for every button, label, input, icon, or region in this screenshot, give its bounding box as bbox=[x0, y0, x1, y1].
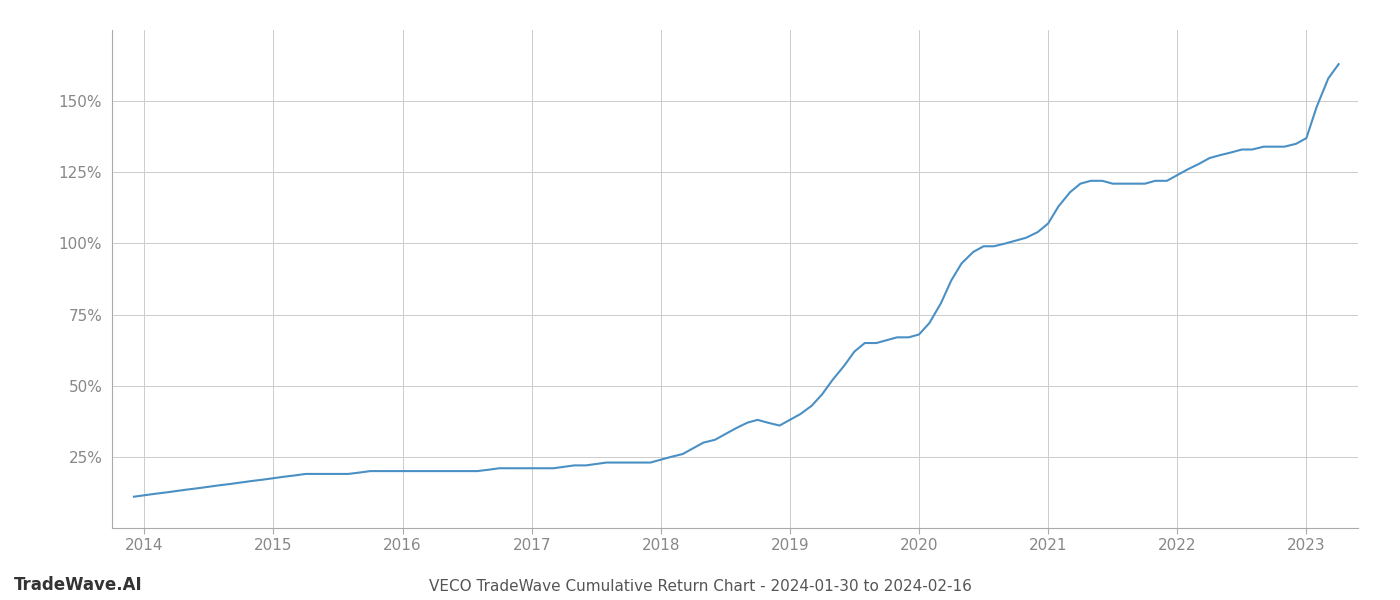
Text: VECO TradeWave Cumulative Return Chart - 2024-01-30 to 2024-02-16: VECO TradeWave Cumulative Return Chart -… bbox=[428, 579, 972, 594]
Text: TradeWave.AI: TradeWave.AI bbox=[14, 576, 143, 594]
